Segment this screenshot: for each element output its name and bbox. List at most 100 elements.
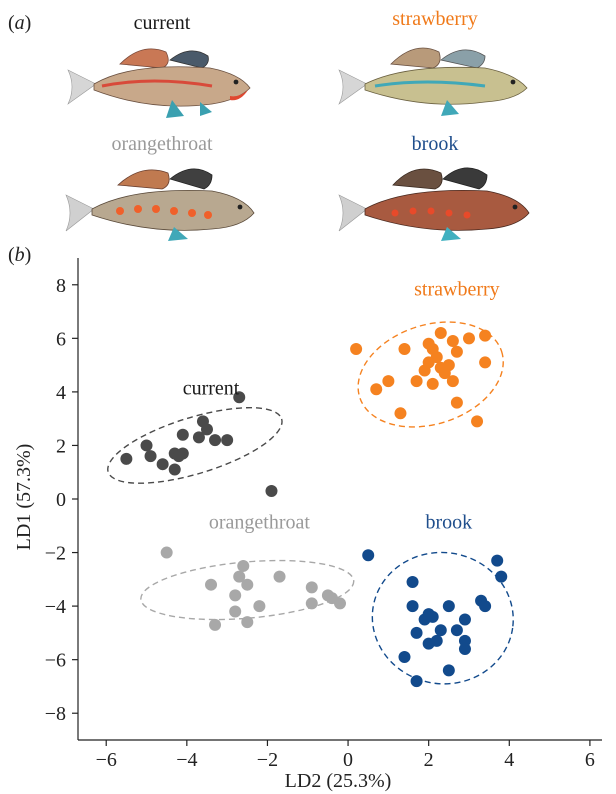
- point-orangethroat: [241, 616, 254, 629]
- point-brook: [434, 624, 447, 637]
- point-strawberry: [398, 343, 411, 356]
- point-orangethroat: [233, 570, 246, 583]
- point-brook: [418, 613, 431, 626]
- point-strawberry: [479, 329, 492, 342]
- point-strawberry: [462, 332, 475, 345]
- panel-a-label: (a): [8, 12, 32, 34]
- point-orangethroat: [229, 589, 242, 602]
- fish-orangethroat-name: orangethroat: [111, 133, 213, 155]
- y-tick-label: 6: [56, 328, 66, 350]
- y-tick-label: 2: [56, 435, 66, 457]
- point-current: [172, 450, 185, 463]
- x-tick-label: 0: [343, 749, 353, 771]
- point-current: [200, 423, 213, 436]
- point-current: [192, 431, 205, 444]
- lda-scatter-plot: 8 6 4 2 0 −2 −4 −6 −8 −6 −4 −2 0 2 4 6 current strawberr…: [13, 258, 602, 792]
- y-tick-label: 4: [56, 382, 66, 404]
- fish-strawberry-name: strawberry: [392, 8, 478, 30]
- point-current: [265, 484, 278, 497]
- point-strawberry: [370, 383, 383, 396]
- point-current: [176, 428, 189, 441]
- fish-strawberry-card: strawberry: [335, 8, 535, 118]
- point-current: [233, 391, 246, 404]
- point-orangethroat: [209, 618, 222, 631]
- x-tick-label: −2: [257, 749, 278, 771]
- point-brook: [410, 626, 423, 639]
- point-strawberry: [410, 375, 423, 388]
- y-axis-label: LD1 (57.3%): [13, 444, 35, 551]
- point-strawberry: [446, 375, 459, 388]
- fish-current-card: current: [62, 12, 262, 122]
- point-current: [209, 434, 222, 447]
- y-tick-label: −4: [45, 596, 66, 618]
- point-brook: [450, 624, 463, 637]
- point-brook: [495, 570, 508, 583]
- point-current: [120, 452, 133, 465]
- cluster-label-brook: brook: [425, 511, 472, 533]
- x-tick-label: −4: [176, 749, 197, 771]
- x-tick-label: 6: [585, 749, 595, 771]
- point-strawberry: [426, 377, 439, 390]
- x-tick-label: 4: [504, 749, 514, 771]
- fish-orangethroat-illustration: [65, 168, 255, 241]
- point-orangethroat: [205, 578, 218, 591]
- point-strawberry: [446, 335, 459, 348]
- fish-brook-illustration: [338, 167, 530, 241]
- y-tick-label: −6: [45, 650, 66, 672]
- point-strawberry: [382, 375, 395, 388]
- point-current: [221, 434, 234, 447]
- cluster-labels: current strawberry orangethroat brook: [183, 278, 500, 533]
- point-brook: [406, 600, 419, 613]
- fish-current-illustration: [67, 48, 251, 118]
- x-axis-label: LD2 (25.3%): [285, 770, 392, 792]
- point-orangethroat: [273, 570, 286, 583]
- point-brook: [491, 554, 504, 567]
- point-brook: [442, 664, 455, 677]
- point-brook: [422, 637, 435, 650]
- point-strawberry: [450, 345, 463, 358]
- point-orangethroat: [334, 597, 346, 610]
- point-strawberry: [350, 343, 363, 356]
- fish-brook-card: brook: [335, 133, 535, 243]
- cluster-label-strawberry: strawberry: [414, 278, 500, 300]
- point-orangethroat: [305, 597, 318, 610]
- x-tick-label: 2: [424, 749, 434, 771]
- point-brook: [442, 600, 455, 613]
- point-strawberry: [438, 367, 451, 380]
- fish-current-name: current: [133, 12, 191, 34]
- point-brook: [406, 576, 419, 589]
- fish-brook-name: brook: [411, 133, 459, 155]
- point-orangethroat: [229, 605, 242, 618]
- point-brook: [398, 650, 411, 663]
- panel-b-label: (b): [8, 244, 32, 266]
- fish-orangethroat-card: orangethroat: [62, 133, 262, 243]
- y-tick-label: −2: [45, 543, 66, 565]
- point-orangethroat: [253, 600, 266, 613]
- point-brook: [479, 600, 492, 613]
- point-current: [140, 439, 153, 452]
- point-strawberry: [471, 415, 484, 428]
- cluster-label-current: current: [183, 378, 240, 400]
- ellipse-strawberry: [357, 321, 504, 428]
- point-brook: [362, 549, 375, 562]
- point-current: [168, 463, 181, 476]
- point-orangethroat: [241, 578, 254, 591]
- plot-axes: 8 6 4 2 0 −2 −4 −6 −8 −6 −4 −2 0 2 4 6: [45, 258, 602, 771]
- point-strawberry: [418, 364, 431, 377]
- point-brook: [458, 642, 471, 655]
- x-tick-label: −6: [96, 749, 117, 771]
- point-orangethroat: [305, 581, 318, 594]
- point-brook: [410, 675, 423, 688]
- ellipse-brook: [371, 551, 514, 685]
- point-current: [144, 450, 157, 463]
- point-strawberry: [450, 396, 463, 409]
- point-strawberry: [479, 356, 492, 369]
- y-tick-label: −8: [45, 703, 66, 725]
- point-orangethroat: [160, 546, 173, 559]
- y-tick-label: 8: [56, 275, 66, 297]
- y-tick-label: 0: [56, 489, 66, 511]
- point-strawberry: [434, 326, 447, 339]
- point-current: [156, 458, 169, 471]
- point-orangethroat: [237, 559, 250, 572]
- point-strawberry: [394, 407, 407, 420]
